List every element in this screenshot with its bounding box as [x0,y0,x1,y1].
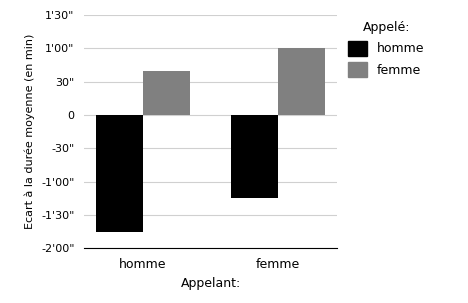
Bar [278,48,325,115]
Legend: homme, femme: homme, femme [348,22,424,77]
Bar [231,115,278,198]
Y-axis label: Ecart à la durée moyenne (en min): Ecart à la durée moyenne (en min) [25,34,36,229]
Bar [96,115,143,232]
Bar [143,71,190,115]
X-axis label: Appelant:: Appelant: [181,277,241,290]
